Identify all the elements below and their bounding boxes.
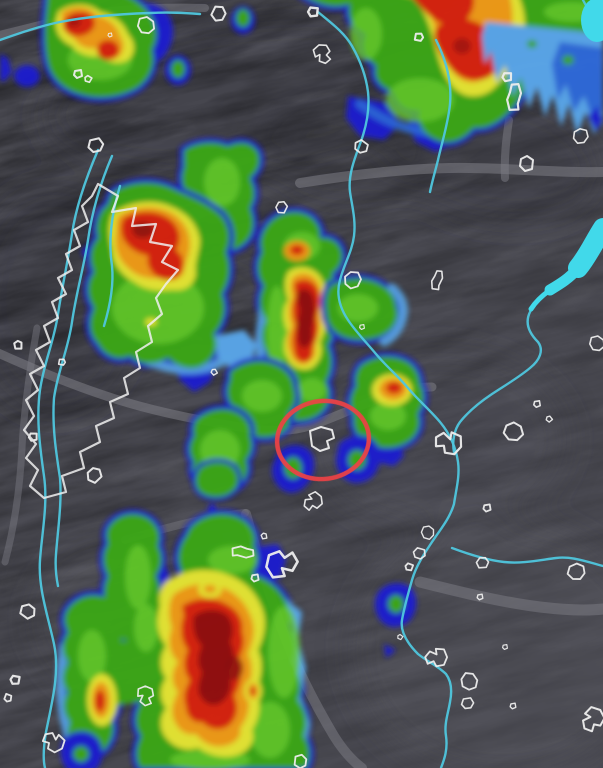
river [52, 154, 114, 588]
highlight-circle [274, 398, 372, 482]
rain-shield-northeast [482, 22, 603, 134]
lake [581, 0, 603, 42]
storm-cell-upper-mid [182, 143, 260, 252]
small-cells-south [64, 587, 413, 768]
storm-cell-mid-east [325, 279, 409, 347]
river [428, 38, 452, 194]
storm-cell-south [56, 514, 310, 768]
river [37, 148, 100, 768]
river [450, 546, 603, 568]
boundary-layer [2, 3, 603, 768]
river [452, 290, 550, 454]
circled-town-boundary[interactable] [309, 426, 335, 452]
river [0, 11, 202, 42]
road [295, 162, 603, 188]
lake [528, 0, 603, 312]
river [316, 10, 460, 768]
road [500, 116, 513, 182]
road [1, 324, 41, 566]
storm-cell-center [258, 212, 343, 421]
road [414, 576, 603, 616]
city-boundary [22, 182, 180, 500]
